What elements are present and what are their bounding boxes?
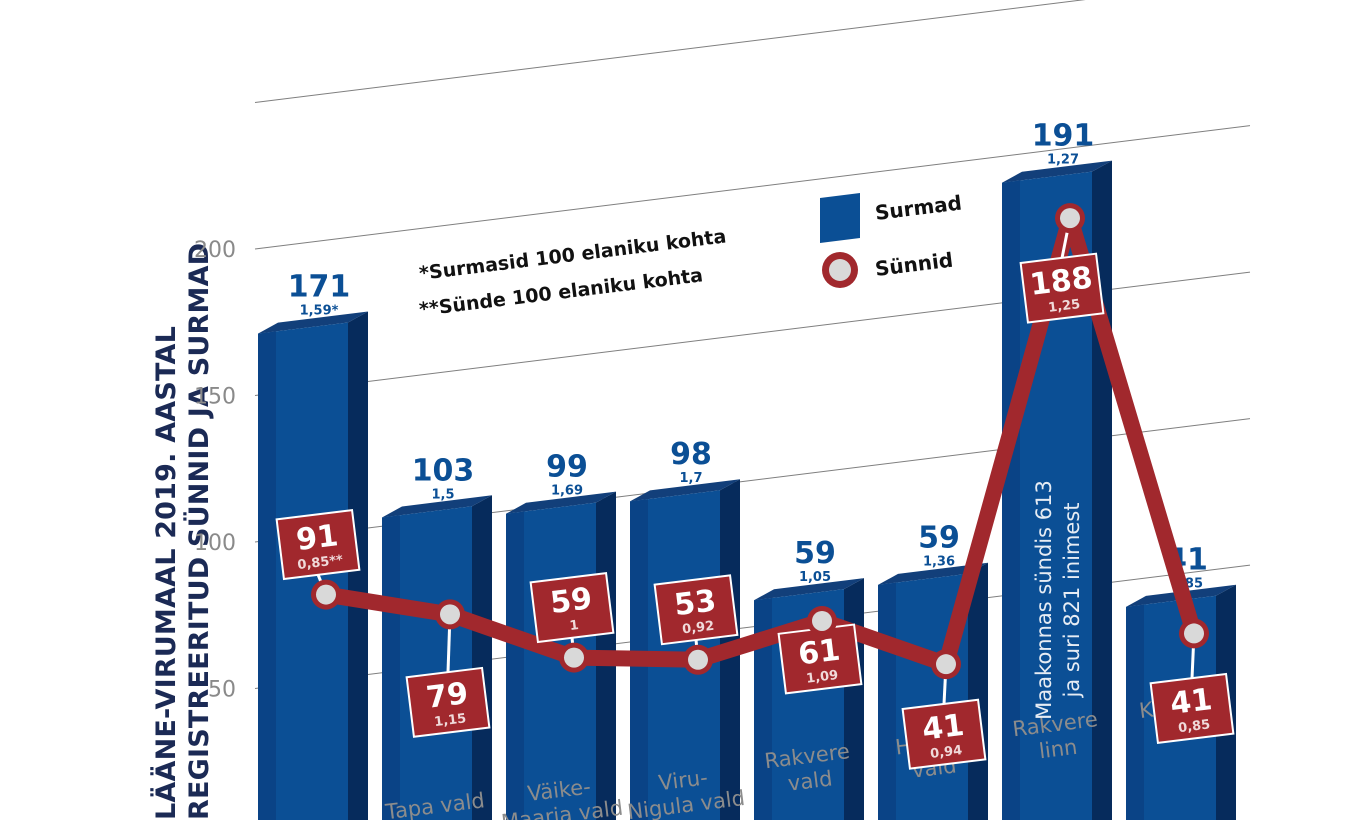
- births-label-4: 611,09: [777, 620, 863, 695]
- annotation-line-0: Maakonnas sündis 613: [1032, 480, 1056, 720]
- deaths-bar-0: [258, 311, 368, 820]
- births-rate-0: 0,85**: [297, 553, 344, 573]
- births-marker-2: [564, 647, 584, 668]
- births-label-0: 910,85**: [275, 509, 361, 596]
- bar-front: [1002, 171, 1092, 820]
- deaths-value-3: 98: [670, 437, 712, 472]
- bar-shade: [754, 598, 772, 820]
- bar-shade: [1002, 180, 1020, 820]
- y-axis-ticks: 50 100 150 200: [194, 238, 236, 703]
- bar-shade: [258, 331, 276, 820]
- category-label-3-0: Viru-: [657, 765, 709, 795]
- gridline-200: [254, 125, 1251, 250]
- bar-shade: [1126, 604, 1144, 820]
- bar-shade: [878, 582, 896, 820]
- deaths-rate-3: 1,7: [679, 471, 702, 486]
- births-rate-4: 1,09: [805, 668, 839, 687]
- births-marker-7: [1184, 623, 1204, 644]
- bar-shade: [506, 511, 524, 820]
- bar-top: [754, 578, 864, 601]
- births-box: [529, 572, 615, 644]
- deaths-rate-1: 1,5: [431, 487, 454, 502]
- deaths-value-0: 171: [288, 269, 351, 304]
- deaths-rate-2: 1,69: [551, 484, 583, 499]
- births-box: [405, 666, 491, 738]
- legend-deaths-label: Surmad: [874, 191, 963, 225]
- deaths-labels: 1711,59*1031,5991,69981,7591,05591,36191…: [288, 119, 1208, 592]
- births-label-5: 410,94: [901, 664, 987, 770]
- bar-top: [506, 491, 616, 514]
- births-value-7: 41: [1168, 682, 1214, 722]
- deaths-value-2: 99: [546, 450, 588, 485]
- deaths-rate-0: 1,59*: [300, 303, 339, 318]
- births-value-4: 61: [796, 633, 842, 673]
- bar-front: [382, 506, 472, 820]
- y-tick-150: 150: [194, 385, 236, 410]
- deaths-value-1: 103: [412, 453, 475, 488]
- births-label-7: 410,85: [1149, 633, 1235, 744]
- births-marker-6: [1060, 208, 1080, 229]
- deaths-value-5: 59: [918, 521, 960, 556]
- deaths-rate-4: 1,05: [799, 570, 831, 585]
- notes: *Surmasid 100 elaniku kohta**Sünde 100 e…: [418, 225, 727, 321]
- births-marker-1: [440, 604, 460, 625]
- births-value-5: 41: [920, 708, 966, 748]
- legend-births-swatch: [829, 259, 851, 281]
- births-value-6: 188: [1028, 260, 1094, 302]
- births-marker-4: [812, 610, 832, 631]
- legend-births-label: Sünnid: [874, 248, 955, 281]
- legend-births: Sünnid: [822, 248, 954, 288]
- bar-shade: [382, 515, 400, 820]
- births-box: [653, 574, 739, 646]
- deaths-value-6: 191: [1032, 119, 1095, 154]
- annotation-line-1: ja suri 821 inimest: [1060, 502, 1084, 698]
- births-marker-5: [936, 654, 956, 675]
- y-tick-100: 100: [194, 531, 236, 556]
- births-label-3: 530,92: [653, 574, 739, 660]
- annotation-text: Maakonnas sündis 613 ja suri 821 inimest: [1032, 480, 1084, 720]
- births-rate-7: 0,85: [1177, 717, 1211, 736]
- deaths-rate-5: 1,36: [923, 555, 955, 570]
- births-value-3: 53: [672, 583, 718, 623]
- bar-top: [878, 562, 988, 585]
- y-tick-50: 50: [208, 678, 236, 703]
- births-box: [1149, 672, 1235, 744]
- births-box: [275, 509, 361, 581]
- legend-deaths: Surmad: [820, 191, 963, 243]
- births-value-1: 79: [424, 676, 470, 716]
- legend-deaths-swatch: [820, 193, 860, 243]
- deaths-bar-1: [382, 495, 492, 820]
- births-box: [1019, 252, 1105, 324]
- births-marker-0: [316, 584, 336, 605]
- bar-side: [844, 578, 864, 820]
- deaths-value-4: 59: [794, 536, 836, 571]
- births-marker-3: [688, 649, 708, 670]
- bar-top: [1002, 160, 1112, 183]
- births-value-2: 59: [548, 581, 594, 621]
- gridline-upper: [254, 0, 1086, 103]
- annotation: Maakonnas sündis 613 ja suri 821 inimest: [1032, 480, 1084, 720]
- births-label-1: 791,15: [405, 614, 491, 738]
- bar-top: [630, 479, 740, 502]
- births-rate-5: 0,94: [929, 743, 963, 762]
- bar-side: [472, 495, 492, 820]
- bar-top: [382, 495, 492, 518]
- y-tick-200: 200: [194, 238, 236, 263]
- deaths-rate-6: 1,27: [1047, 153, 1079, 168]
- bar-top: [258, 311, 368, 334]
- births-rate-1: 1,15: [433, 711, 467, 730]
- category-label-6-1: linn: [1038, 735, 1079, 763]
- births-labels: 910,85**791,15591530,92611,09410,941881,…: [275, 203, 1235, 770]
- births-rate-2: 1: [569, 618, 580, 634]
- births-label-2: 591: [529, 572, 615, 658]
- legend: Surmad Sünnid: [820, 191, 963, 288]
- births-box: [901, 698, 987, 770]
- births-rate-6: 1,25: [1047, 297, 1081, 316]
- births-value-0: 91: [294, 518, 340, 558]
- births-rate-3: 0,92: [681, 619, 715, 638]
- category-label-4-1: vald: [787, 766, 834, 795]
